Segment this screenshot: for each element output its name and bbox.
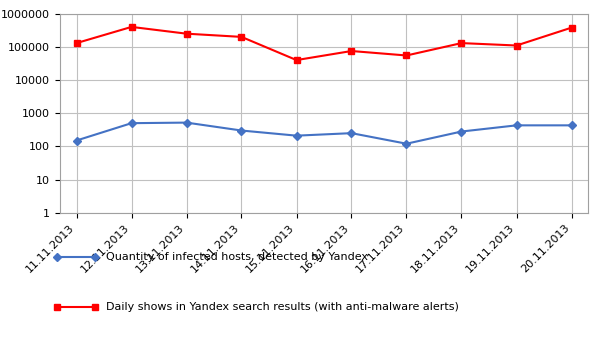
Quantity of infected hosts, detected by Yandex (513, 123, 520, 127)
Quantity of infected hosts, detected by Yandex (128, 121, 135, 125)
Daily shows in Yandex search results (with anti-malware alerts) (73, 41, 80, 45)
Text: Quantity of infected hosts, detected by Yandex: Quantity of infected hosts, detected by … (106, 251, 368, 262)
Quantity of infected hosts, detected by Yandex (238, 129, 245, 133)
Daily shows in Yandex search results (with anti-malware alerts) (568, 26, 575, 30)
Daily shows in Yandex search results (with anti-malware alerts) (238, 35, 245, 39)
Quantity of infected hosts, detected by Yandex (568, 123, 575, 127)
Line: Quantity of infected hosts, detected by Yandex: Quantity of infected hosts, detected by … (74, 120, 574, 146)
Daily shows in Yandex search results (with anti-malware alerts) (403, 54, 410, 58)
Quantity of infected hosts, detected by Yandex (73, 139, 80, 143)
Daily shows in Yandex search results (with anti-malware alerts) (183, 32, 190, 36)
Quantity of infected hosts, detected by Yandex (403, 142, 410, 146)
Daily shows in Yandex search results (with anti-malware alerts) (513, 44, 520, 48)
Daily shows in Yandex search results (with anti-malware alerts) (348, 49, 355, 53)
Quantity of infected hosts, detected by Yandex (293, 134, 300, 138)
Daily shows in Yandex search results (with anti-malware alerts) (128, 25, 135, 29)
Text: Daily shows in Yandex search results (with anti-malware alerts): Daily shows in Yandex search results (wi… (106, 302, 458, 312)
Quantity of infected hosts, detected by Yandex (458, 129, 465, 133)
Line: Daily shows in Yandex search results (with anti-malware alerts): Daily shows in Yandex search results (wi… (73, 23, 575, 63)
Quantity of infected hosts, detected by Yandex (348, 131, 355, 135)
Daily shows in Yandex search results (with anti-malware alerts) (293, 58, 300, 62)
Daily shows in Yandex search results (with anti-malware alerts) (458, 41, 465, 45)
Quantity of infected hosts, detected by Yandex (183, 120, 190, 125)
